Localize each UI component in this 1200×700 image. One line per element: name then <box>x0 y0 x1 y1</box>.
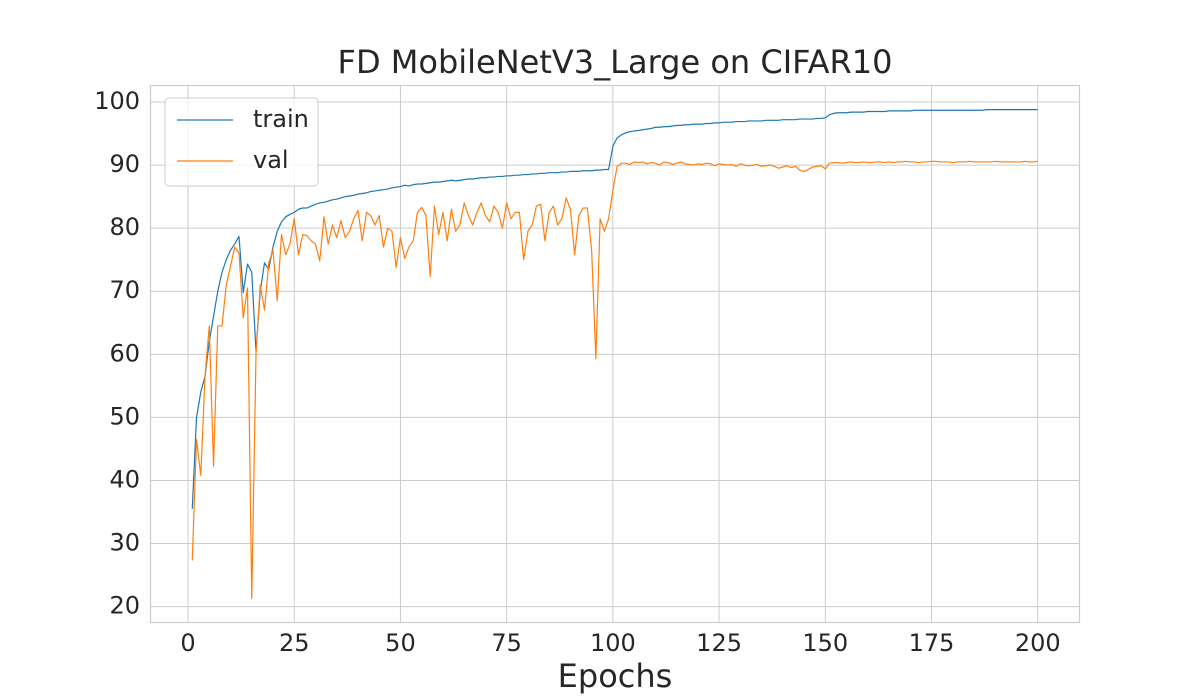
y-tick-label: 70 <box>109 276 140 304</box>
chart-title: FD MobileNetV3_Large on CIFAR10 <box>338 43 893 81</box>
legend: train val <box>164 97 319 187</box>
y-tick-label: 100 <box>94 87 140 115</box>
legend-label: val <box>253 146 289 174</box>
series-line <box>191 160 1038 599</box>
y-tick-label: 30 <box>109 529 140 557</box>
lines <box>191 109 1038 599</box>
x-tick-label: 75 <box>491 629 522 657</box>
y-tick-label: 60 <box>109 339 140 367</box>
x-tick-label: 125 <box>696 629 742 657</box>
x-tick-label: 100 <box>590 629 636 657</box>
x-axis-label: Epochs <box>558 657 673 695</box>
plot-frame <box>149 84 1081 624</box>
y-tick-label: 50 <box>109 402 140 430</box>
x-tick-label: 200 <box>1015 629 1061 657</box>
x-tick-label: 150 <box>802 629 848 657</box>
x-tick-label: 50 <box>385 629 416 657</box>
y-tick-label: 20 <box>109 592 140 620</box>
x-tick-label: 25 <box>279 629 310 657</box>
x-tick-label: 175 <box>909 629 955 657</box>
series-line <box>191 109 1038 509</box>
y-tick-label: 40 <box>109 465 140 493</box>
y-tick-label: 80 <box>109 213 140 241</box>
y-tick-label: 90 <box>109 150 140 178</box>
x-tick-label: 0 <box>180 629 195 657</box>
legend-label: train <box>253 105 309 133</box>
